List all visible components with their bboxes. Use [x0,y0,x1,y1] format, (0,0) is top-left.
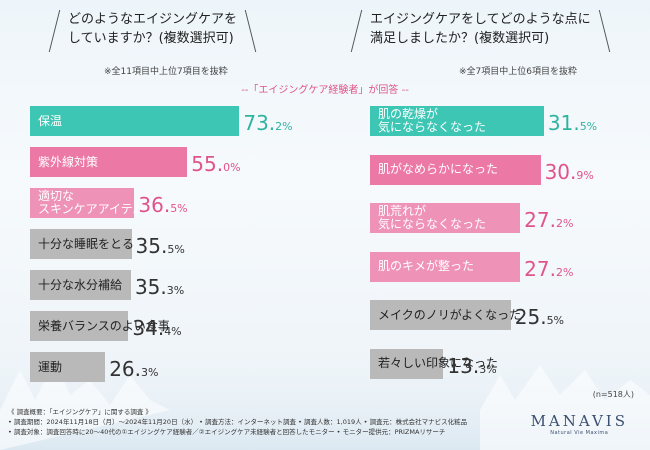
right-note: ※全7項目中上位6項目を抜粋 [459,67,577,77]
bar-value: 31. 5% [548,106,597,136]
bar-row: 十分な水分補給 35. 3% [30,270,211,300]
logo-tagline: Natural Vie Maxima [550,430,609,436]
bar [370,106,544,136]
bar-value: 30. 9% [545,155,594,185]
value-decimal-percent: 9% [576,168,594,182]
bar-label: 肌の乾燥が 気にならなくなった [378,107,487,134]
bar-row: 適切な スキンケアアイテムの選択 36. 5% [30,188,214,218]
bar [370,300,511,330]
footer-line2: • 調査期間：2024年11月18日（月）〜2024年11月20日（水） • 調… [8,418,468,426]
bar-row: 肌がなめらかになった 30. 9% [370,154,621,185]
bar [30,311,129,341]
bar-row: 肌の乾燥が 気にならなくなった 31. 5% [370,106,624,136]
bar-value: 27. 2% [524,203,573,233]
bar [30,188,135,218]
bar-row: 肌荒れが 気にならなくなった 27. 2% [370,203,600,233]
bar [370,251,521,282]
value-decimal-percent: 2% [275,120,293,133]
bar-label: 若々しい印象になった [378,356,499,370]
value-decimal-percent: 3% [141,366,159,379]
bar-value: 35. 5% [136,229,185,259]
value-decimal-percent: 2% [555,265,574,279]
right-question-line1: エイジングケアをしてどのような点に [370,12,591,27]
bar-value: 55. 0% [191,147,240,177]
bar-value: 73. 2% [243,106,292,136]
value-decimal-percent: 0% [223,161,241,174]
bar-label: 適切な スキンケアアイテムの選択 [38,189,181,216]
bar-row: メイクのノリがよくなった 25. 5% [370,300,591,330]
value-decimal-percent: 3% [166,284,185,297]
value-number: 26. [109,357,142,381]
bar-label: 肌がなめらかになった [378,162,499,176]
bar-row: 運動 26. 3% [30,352,185,382]
right-question: エイジングケアをしてどのような点に 満足しましたか？(複数選択可) [350,10,610,52]
value-decimal-percent: 4% [164,325,182,338]
bar [30,147,188,177]
bar-label: メイクのノリがよくなった [378,307,522,322]
value-number: 55. [191,152,224,176]
left-bracket [48,10,70,52]
bar-label: 十分な睡眠をとる [38,236,135,251]
bar [30,270,131,300]
value-number: 73. [243,111,276,135]
bar-label: 肌荒れが 気にならなくなった [378,204,487,231]
survey-footer: 《 調査概要：「エイジングケア」に関する調査 》 • 調査期間：2024年11月… [8,407,467,437]
bar-value: 25. 5% [515,300,564,330]
bar-value: 35. 3% [135,270,184,300]
right-bracket [235,10,257,52]
value-decimal-percent: 5% [546,314,565,327]
left-bracket [350,10,372,52]
bar-value: 36. 5% [138,188,187,218]
value-number: 31. [547,111,580,135]
bar-label: 十分な水分補給 [38,277,123,292]
bar-row: 栄養バランスのよい食事 34. 4% [30,311,208,341]
bar [30,352,106,382]
sample-size-note: (n=518人) [592,390,634,399]
bar-row: 若々しい印象になった 13. 3% [370,348,523,379]
left-note: ※全11項目中上位7項目を抜粋 [104,67,228,77]
bar [30,106,240,136]
value-number: 27. [524,256,556,281]
footer-line1: 《 調査概要：「エイジングケア」に関する調査 》 [8,408,152,416]
bar-label: 栄養バランスのよい食事 [38,318,170,333]
bar [370,154,541,185]
left-question-line1: どのようなエイジングケアを [68,12,238,27]
value-decimal-percent: 3% [479,362,497,376]
value-number: 35. [134,275,167,299]
bar-value: 13. 3% [447,349,496,379]
value-number: 25. [514,305,547,329]
bar-label: 肌のキメが整った [378,259,475,273]
bar-value: 27. 2% [524,252,573,282]
value-number: 36. [138,193,171,217]
left-question: どのようなエイジングケアを していますか？(複数選択可) [48,10,257,52]
value-number: 13. [447,353,480,378]
right-bracket [589,10,610,52]
bar [30,229,132,259]
respondent-subtitle: --「エイジングケア経験者」が回答 -- [241,85,409,96]
bar-row: 十分な睡眠をとる 35. 5% [30,229,212,259]
bar [370,203,521,233]
manavis-logo: MANAVIS Natural Vie Maxima [531,412,628,436]
footer-line3: • 調査対象：調査回答時に20〜40代の①エイジングケア経験者／②エイジングケア… [8,428,446,436]
bar-value: 34. 4% [132,311,181,341]
value-decimal-percent: 2% [555,217,574,230]
value-decimal-percent: 5% [167,243,185,256]
bar-row: 肌のキメが整った 27. 2% [370,251,600,282]
logo-mark: MANAVIS [530,412,628,430]
value-decimal-percent: 5% [579,120,598,133]
bar-row: 保温 73. 2% [30,106,319,136]
value-decimal-percent: 5% [170,202,188,215]
bar-value: 26. 3% [109,352,158,382]
bar [370,348,444,379]
value-number: 34. [132,316,165,340]
value-number: 30. [544,159,577,184]
left-question-line2: していますか？(複数選択可) [68,31,234,46]
bar-label: 運動 [38,359,63,374]
value-number: 35. [135,234,168,258]
right-question-line2: 満足しましたか？(複数選択可) [370,31,550,46]
bar-label: 保温 [38,113,63,128]
bar-label: 紫外線対策 [38,154,99,169]
value-number: 27. [524,208,556,232]
bar-row: 紫外線対策 55. 0% [30,147,267,177]
